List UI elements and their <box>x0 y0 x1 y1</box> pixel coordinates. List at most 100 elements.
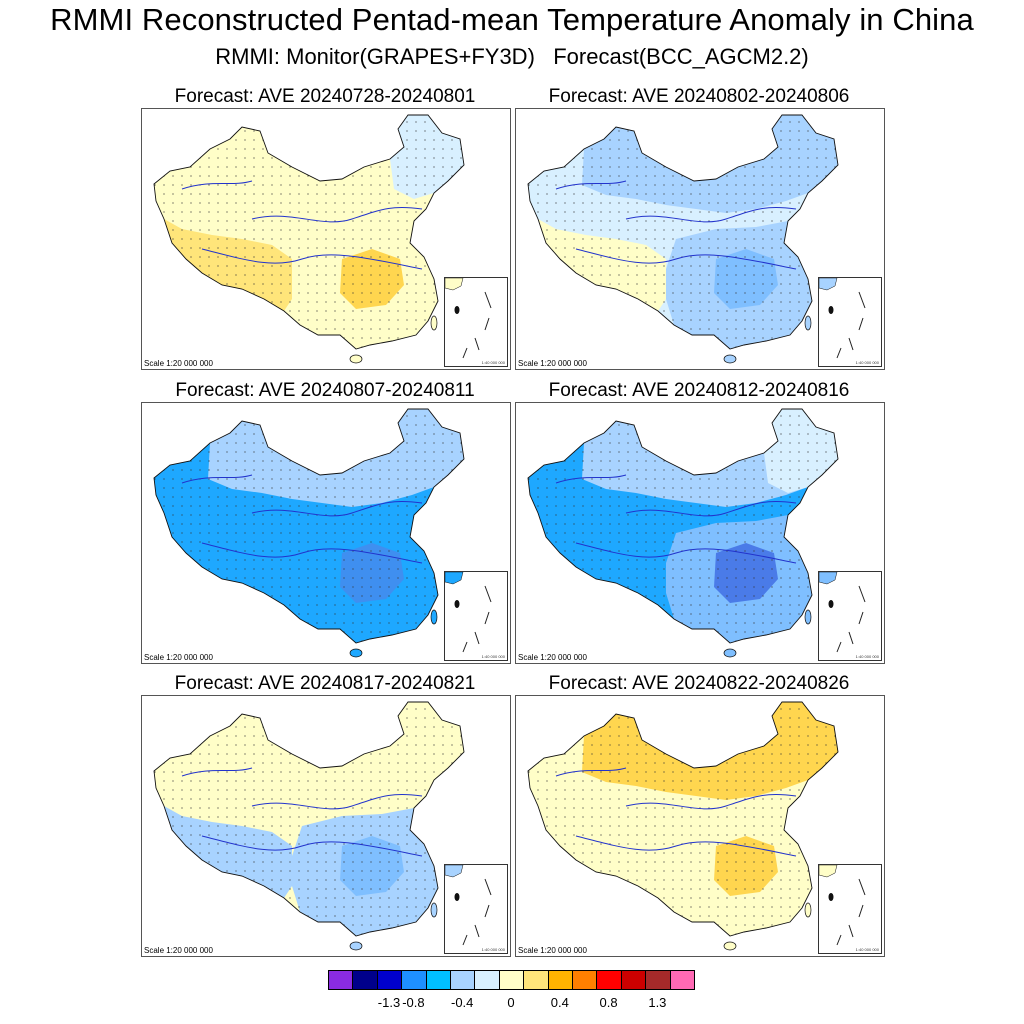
colorbar-cell <box>498 970 525 990</box>
colorbar-cell <box>376 970 403 990</box>
south-china-sea-inset: 1:40 000 000 <box>444 277 508 367</box>
hainan-island <box>349 648 363 658</box>
china-border <box>153 114 465 350</box>
hainan-island <box>349 354 363 364</box>
map-panel: 1:40 000 000 Scale 1:20 000 000 <box>141 402 511 664</box>
china-map <box>153 701 465 951</box>
chart-title: RMMI Reconstructed Pentad-mean Temperatu… <box>50 2 974 37</box>
inset-scale-label: 1:40 000 000 <box>481 947 505 952</box>
panel-title: Forecast: AVE 20240817-20240821 <box>174 673 476 694</box>
scale-label: Scale 1:20 000 000 <box>518 946 587 955</box>
colorbar-cell <box>523 970 549 990</box>
panel-title: Forecast: AVE 20240728-20240801 <box>174 86 476 107</box>
colorbar-cell <box>474 970 500 990</box>
river-line <box>555 180 627 190</box>
china-map <box>527 701 839 951</box>
colorbar-cell <box>669 970 695 990</box>
taiwan-island <box>430 902 438 918</box>
china-map <box>527 408 839 658</box>
scale-label: Scale 1:20 000 000 <box>144 359 213 368</box>
inset-map <box>445 278 492 359</box>
taiwan-island <box>804 902 812 918</box>
panel-title: Forecast: AVE 20240802-20240806 <box>548 86 850 107</box>
colorbar-tick-label: 0.4 <box>550 995 569 1010</box>
china-map <box>153 114 465 364</box>
panel-title: Forecast: AVE 20240822-20240826 <box>548 673 850 694</box>
hainan-island <box>723 648 737 658</box>
hainan-island <box>723 354 737 364</box>
river-line <box>251 793 423 810</box>
colorbar-cell <box>450 970 476 990</box>
china-map <box>153 408 465 658</box>
inset-scale-label: 1:40 000 000 <box>481 360 505 365</box>
colorbar-tick-label: -0.8 <box>402 995 425 1010</box>
scale-label: Scale 1:20 000 000 <box>518 653 587 662</box>
inset-map <box>445 572 492 653</box>
map-panel: 1:40 000 000 Scale 1:20 000 000 <box>515 402 885 664</box>
colorbar-cell <box>620 970 647 990</box>
colorbar-cell <box>401 970 427 990</box>
taiwan-island <box>430 609 438 625</box>
inset-map <box>819 572 866 653</box>
map-panel: 1:40 000 000 Scale 1:20 000 000 <box>141 108 511 370</box>
south-china-sea-inset: 1:40 000 000 <box>444 571 508 661</box>
scale-label: Scale 1:20 000 000 <box>144 946 213 955</box>
taiwan-island <box>804 315 812 331</box>
inset-map <box>819 278 866 359</box>
china-map <box>527 114 839 364</box>
colorbar-tick-label: 1.3 <box>648 995 667 1010</box>
river-line <box>575 248 797 270</box>
taiwan-island <box>430 315 438 331</box>
river-line <box>555 474 627 484</box>
china-border <box>153 701 465 937</box>
colorbar-cell <box>425 970 451 990</box>
river-line <box>181 180 253 190</box>
china-border <box>527 114 839 350</box>
river-line <box>575 835 797 857</box>
colorbar-cell <box>547 970 573 990</box>
china-border <box>153 408 465 644</box>
panel-title: Forecast: AVE 20240812-20240816 <box>548 380 850 401</box>
chart-subtitle: RMMI: Monitor(GRAPES+FY3D) Forecast(BCC_… <box>215 44 809 69</box>
south-china-sea-inset: 1:40 000 000 <box>444 864 508 954</box>
china-border <box>527 408 839 644</box>
colorbar-cell <box>572 970 598 990</box>
colorbar-tick-label: -0.4 <box>450 995 474 1010</box>
colorbar-cell <box>645 970 671 990</box>
map-panel: 1:40 000 000 Scale 1:20 000 000 <box>515 108 885 370</box>
panel-title: Forecast: AVE 20240807-20240811 <box>175 380 475 401</box>
river-line <box>181 767 253 777</box>
colorbar <box>328 970 695 990</box>
colorbar-cell <box>596 970 622 990</box>
south-china-sea-inset: 1:40 000 000 <box>818 571 882 661</box>
map-panel: 1:40 000 000 Scale 1:20 000 000 <box>141 695 511 957</box>
inset-scale-label: 1:40 000 000 <box>855 654 879 659</box>
river-line <box>555 767 627 777</box>
river-line <box>251 500 423 517</box>
south-china-sea-inset: 1:40 000 000 <box>818 277 882 367</box>
hainan-island <box>349 941 363 951</box>
scale-label: Scale 1:20 000 000 <box>518 359 587 368</box>
inset-scale-label: 1:40 000 000 <box>855 947 879 952</box>
taiwan-island <box>804 609 812 625</box>
hainan-island <box>723 941 737 951</box>
colorbar-cell <box>352 970 378 990</box>
china-border <box>527 701 839 937</box>
scale-label: Scale 1:20 000 000 <box>144 653 213 662</box>
inset-scale-label: 1:40 000 000 <box>855 360 879 365</box>
river-line <box>575 542 797 564</box>
river-line <box>201 542 423 564</box>
river-line <box>625 206 797 223</box>
river-line <box>251 206 423 223</box>
colorbar-tick-label: 0 <box>507 995 515 1010</box>
map-panel: 1:40 000 000 Scale 1:20 000 000 <box>515 695 885 957</box>
colorbar-tick-label: -1.3 <box>377 995 401 1010</box>
inset-map <box>819 865 866 946</box>
river-line <box>181 474 253 484</box>
river-line <box>625 793 797 810</box>
colorbar-cell <box>328 970 354 990</box>
south-china-sea-inset: 1:40 000 000 <box>818 864 882 954</box>
river-line <box>625 500 797 517</box>
colorbar-tick-label: 0.8 <box>599 995 618 1010</box>
inset-map <box>445 865 492 946</box>
